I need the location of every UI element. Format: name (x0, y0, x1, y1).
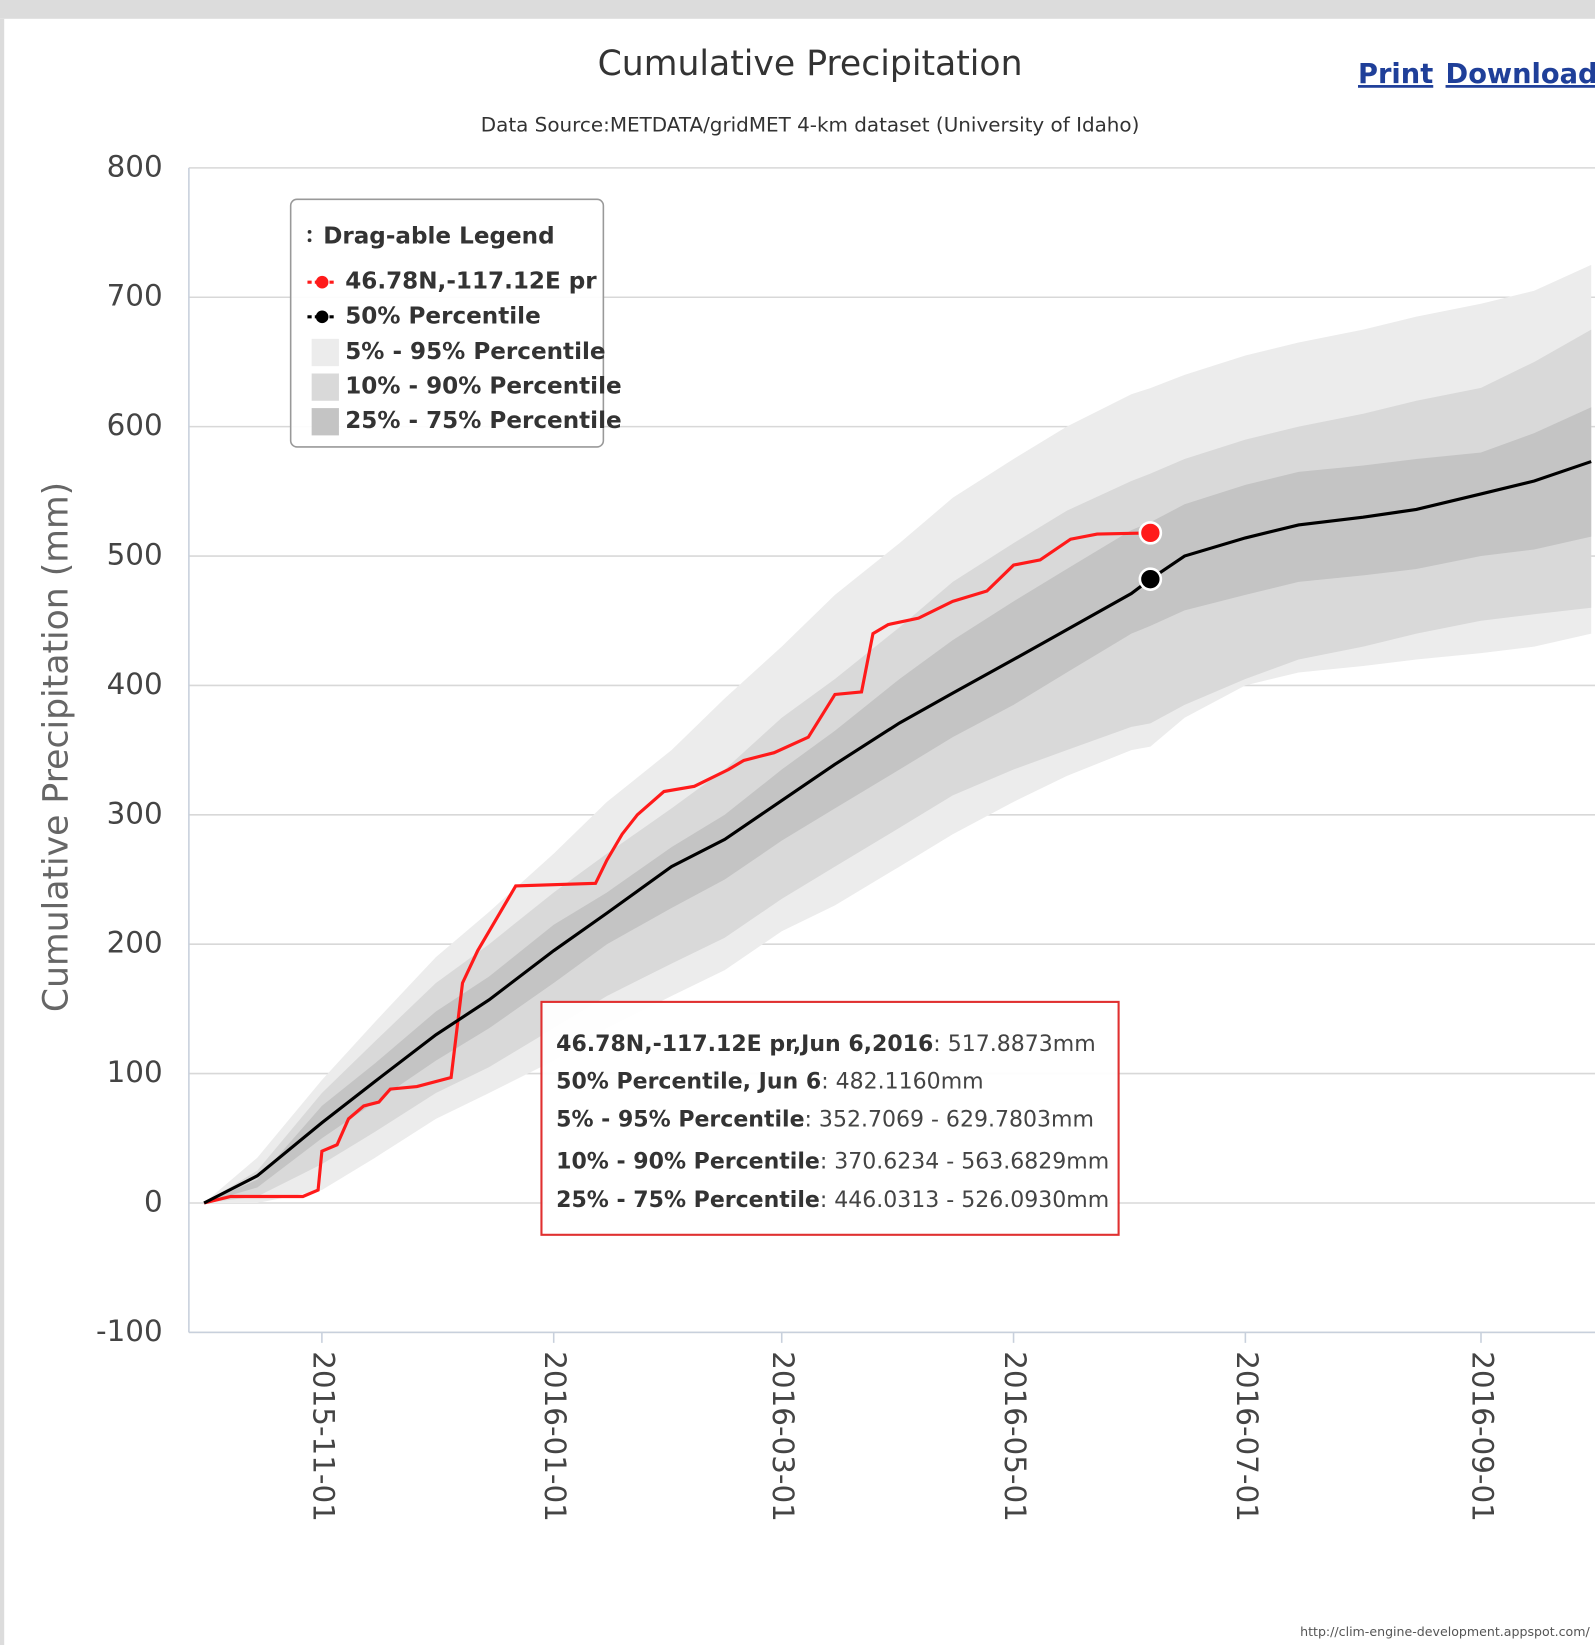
tooltip-label: 50% Percentile, Jun 6 (556, 1070, 821, 1095)
y-tick-label: 400 (107, 667, 163, 701)
series-line (203, 460, 1592, 1205)
series-line (203, 531, 1151, 1205)
legend-swatch (311, 338, 339, 367)
tooltip-label: 5% - 95% Percentile (556, 1107, 804, 1132)
percentile-band (204, 407, 1592, 1203)
y-tick-label: 600 (107, 408, 163, 442)
point-marker (1138, 521, 1163, 545)
tooltip-label: 25% - 75% Percentile (556, 1188, 820, 1213)
legend-grip (307, 238, 312, 243)
legend-marker (315, 275, 329, 289)
tooltip-box (540, 1000, 1120, 1236)
x-tick-label: 2016-09-01 (1465, 1351, 1499, 1522)
tooltip-value: : 352.7069 - 629.7803mm (805, 1107, 1094, 1132)
y-tick-label: 700 (107, 279, 163, 313)
tooltip-line: 5% - 95% Percentile: 352.7069 - 629.7803… (556, 1107, 1094, 1132)
point-marker (1138, 567, 1163, 591)
y-tick-label: 0 (144, 1184, 163, 1218)
print-button[interactable]: Print (1358, 59, 1433, 90)
top-bar (0, 0, 1595, 19)
y-tick-label: 100 (107, 1055, 163, 1089)
chart-subtitle: Data Source:METDATA/gridMET 4-km dataset… (481, 113, 1140, 136)
legend-label[interactable]: 50% Percentile (345, 303, 541, 329)
legend-label[interactable]: 5% - 95% Percentile (345, 339, 605, 365)
tooltip-value: : 517.8873mm (933, 1032, 1095, 1057)
legend-label[interactable]: 46.78N,-117.12E pr (345, 269, 597, 295)
tooltip-value: : 370.6234 - 563.6829mm (820, 1149, 1109, 1174)
x-tick-label: 2016-03-01 (766, 1351, 800, 1522)
x-tick-label: 2016-07-01 (1230, 1351, 1264, 1522)
tooltip-label: 46.78N,-117.12E pr,Jun 6,2016 (556, 1032, 933, 1057)
legend-label[interactable]: 25% - 75% Percentile (345, 408, 621, 434)
credit: http://clim-engine-development.appspot.c… (1300, 1624, 1590, 1639)
y-tick-label: 300 (107, 796, 163, 830)
tooltip-line: 10% - 90% Percentile: 370.6234 - 563.682… (556, 1149, 1109, 1174)
tooltip-line: 25% - 75% Percentile: 446.0313 - 526.093… (556, 1188, 1109, 1213)
y-axis-title: Cumulative Precipitation (mm) (37, 482, 77, 1012)
y-tick-label: 500 (107, 538, 163, 572)
legend-swatch (311, 408, 339, 436)
tooltip-line: 46.78N,-117.12E pr,Jun 6,2016: 517.8873m… (556, 1032, 1096, 1057)
y-tick-label: 200 (107, 926, 163, 960)
tooltip-line: 50% Percentile, Jun 6: 482.1160mm (556, 1070, 983, 1095)
x-tick-label: 2016-01-01 (538, 1351, 572, 1522)
tooltip-label: 10% - 90% Percentile (556, 1149, 820, 1174)
legend-box (289, 198, 605, 448)
panel-edge (0, 18, 5, 1645)
y-tick-label: -100 (96, 1314, 163, 1348)
tooltip-value: : 482.1160mm (821, 1070, 983, 1095)
y-tick-label: 800 (107, 149, 163, 183)
download-button[interactable]: Download (1446, 59, 1595, 90)
legend-label[interactable]: 10% - 90% Percentile (345, 374, 621, 400)
legend-title: Drag-able Legend (323, 224, 554, 250)
legend-marker (315, 310, 329, 324)
legend-swatch (311, 373, 339, 401)
x-tick-label: 2016-05-01 (998, 1351, 1032, 1522)
chart-title: Cumulative Precipitation (598, 44, 1023, 84)
x-tick-label: 2015-11-01 (306, 1351, 340, 1522)
legend-grip (307, 229, 312, 234)
tooltip-value: : 446.0313 - 526.0930mm (820, 1188, 1109, 1213)
